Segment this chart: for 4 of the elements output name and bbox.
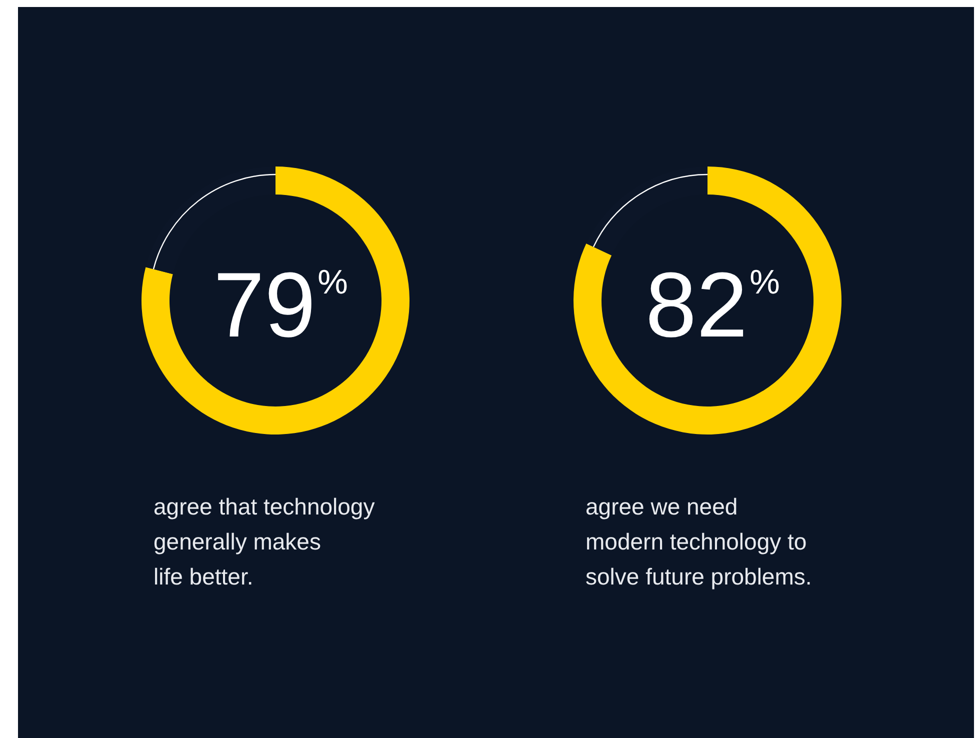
data-label: 79% bbox=[213, 254, 348, 356]
text: agree that technology generally makes life better. bbox=[154, 494, 376, 590]
text: agree we need modern technology to solve future problems. bbox=[586, 494, 812, 590]
data-label: 82% bbox=[645, 254, 780, 356]
